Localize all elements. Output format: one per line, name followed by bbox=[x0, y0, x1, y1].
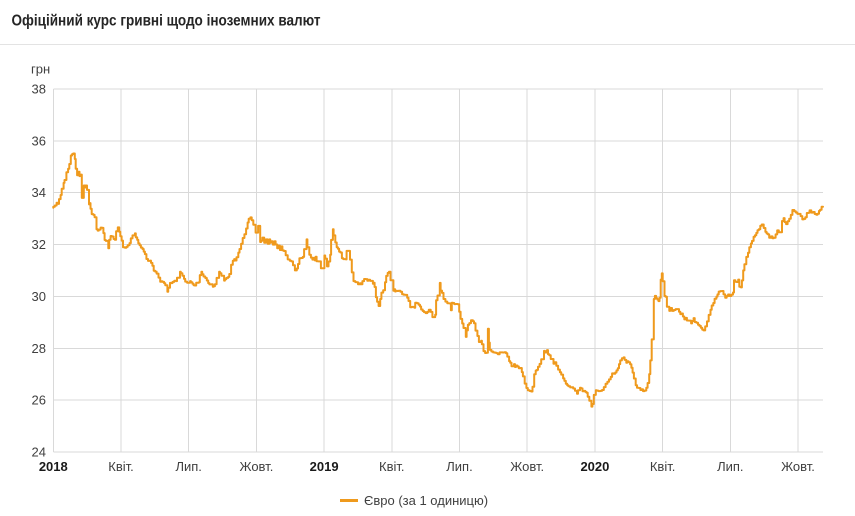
svg-text:38: 38 bbox=[32, 82, 46, 97]
svg-text:Квіт.: Квіт. bbox=[650, 459, 676, 474]
svg-text:Жовт.: Жовт. bbox=[239, 459, 273, 474]
svg-text:Квіт.: Квіт. bbox=[108, 459, 134, 474]
svg-text:Жовт.: Жовт. bbox=[781, 459, 815, 474]
svg-text:Лип.: Лип. bbox=[717, 459, 743, 474]
svg-text:Жовт.: Жовт. bbox=[510, 459, 544, 474]
svg-text:Лип.: Лип. bbox=[175, 459, 201, 474]
svg-text:Квіт.: Квіт. bbox=[379, 459, 405, 474]
svg-text:грн: грн bbox=[31, 62, 50, 77]
svg-text:2019: 2019 bbox=[310, 459, 339, 474]
svg-text:Євро (за 1 одиницю): Євро (за 1 одиницю) bbox=[364, 493, 488, 508]
svg-text:30: 30 bbox=[32, 289, 46, 304]
svg-text:Офіційний курс гривні щодо іно: Офіційний курс гривні щодо іноземних вал… bbox=[12, 13, 321, 30]
svg-text:Лип.: Лип. bbox=[446, 459, 472, 474]
svg-text:28: 28 bbox=[32, 341, 46, 356]
svg-text:2020: 2020 bbox=[580, 459, 609, 474]
svg-text:24: 24 bbox=[32, 445, 46, 460]
svg-text:36: 36 bbox=[32, 133, 46, 148]
svg-text:34: 34 bbox=[32, 185, 46, 200]
svg-text:26: 26 bbox=[32, 393, 46, 408]
svg-text:32: 32 bbox=[32, 237, 46, 252]
svg-text:2018: 2018 bbox=[39, 459, 68, 474]
